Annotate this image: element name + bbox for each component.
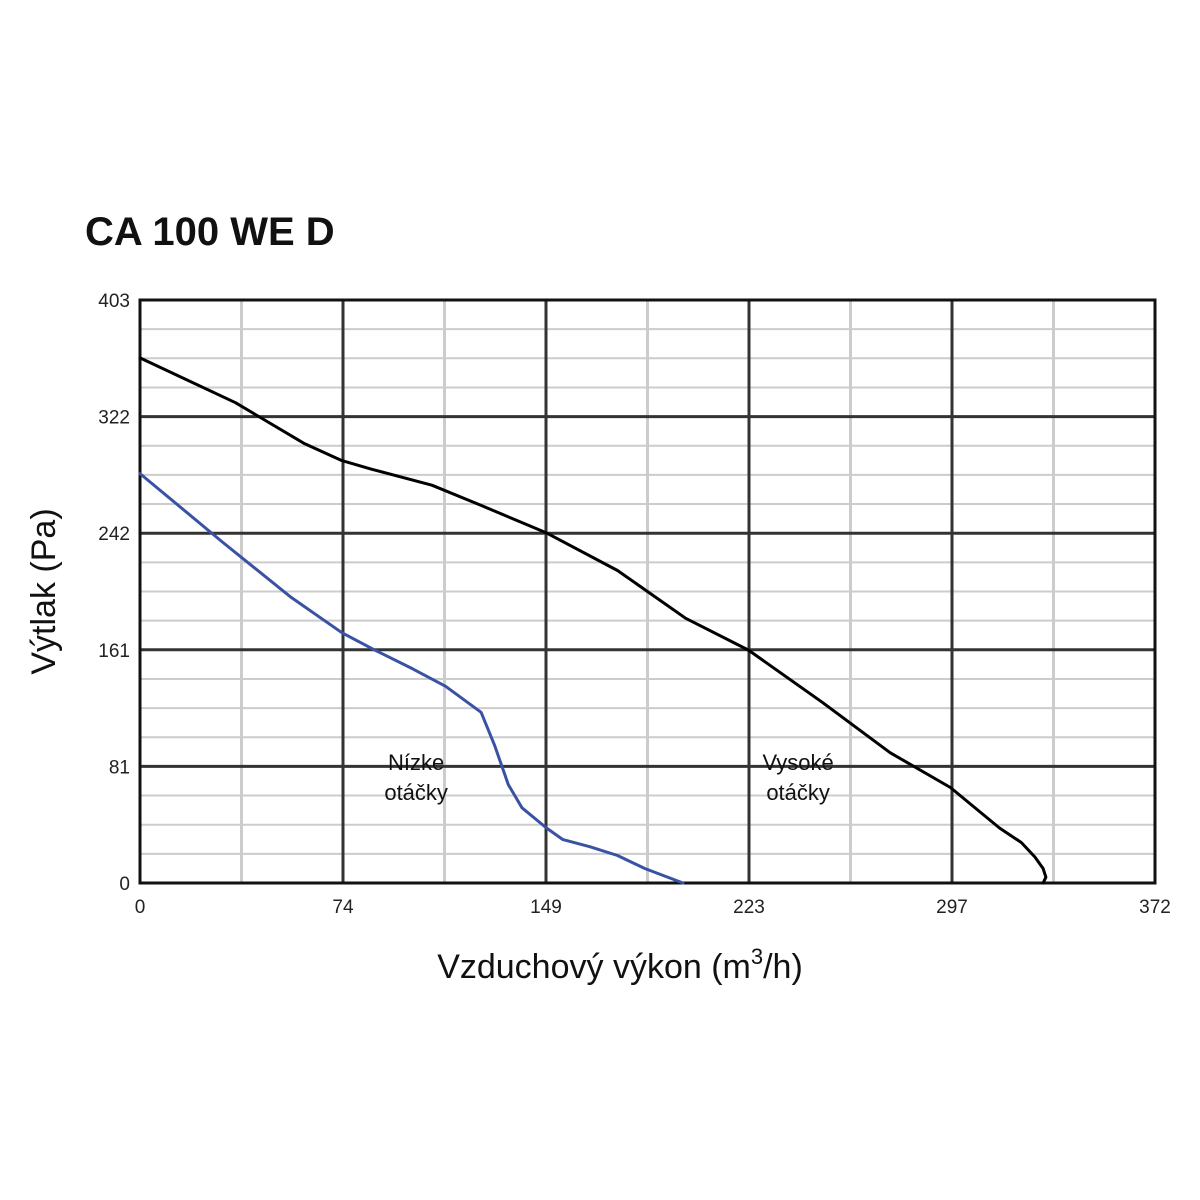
x-tick-label: 223 [733, 897, 765, 918]
series-annotation: Vysoké otáčky [762, 750, 833, 805]
y-tick-label: 242 [98, 524, 130, 545]
plot-frame [138, 298, 1157, 885]
x-axis-label-sup: 3 [751, 944, 763, 969]
tick-labels: 0 74 149 223 297 372 0 81 161 242 322 403 [98, 291, 1171, 918]
x-axis-label-tail: /h) [763, 948, 803, 986]
x-axis-label-main: Vzduchový výkon (m [437, 948, 751, 986]
annotation-line: otáčky [766, 780, 830, 805]
x-tick-label: 372 [1139, 897, 1171, 918]
y-tick-label: 322 [98, 408, 130, 429]
series-line-low-speed [138, 472, 685, 885]
series-line-high-speed [138, 356, 1048, 885]
annotation-line: Vysoké [762, 750, 833, 775]
annotation-line: otáčky [384, 780, 448, 805]
annotation-line: Nízke [388, 750, 444, 775]
x-tick-label: 149 [530, 897, 562, 918]
y-axis-label: Výtlak (Pa) [25, 508, 63, 674]
major-grid [140, 300, 1155, 883]
x-tick-label: 74 [332, 897, 354, 918]
y-tick-label: 403 [98, 291, 130, 312]
annotations: Nízke otáčky Vysoké otáčky [384, 750, 833, 805]
y-tick-label: 81 [109, 757, 130, 778]
chart-title: CA 100 WE D [85, 210, 335, 254]
series-annotation: Nízke otáčky [384, 750, 448, 805]
y-tick-label: 0 [119, 874, 130, 895]
series-layer [138, 356, 1048, 885]
y-tick-label: 161 [98, 641, 130, 662]
x-tick-label: 297 [936, 897, 968, 918]
x-tick-label: 0 [135, 897, 146, 918]
x-axis-label: Vzduchový výkon (m3/h) [437, 944, 803, 986]
